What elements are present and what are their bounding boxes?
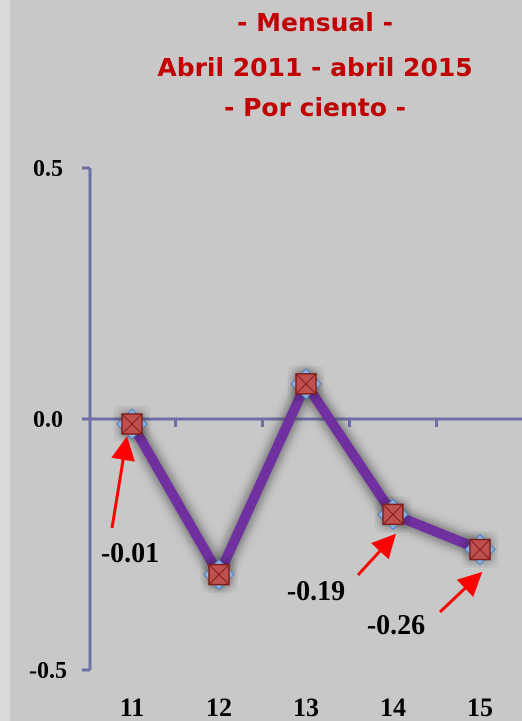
data-label-arrow [110, 436, 135, 529]
x-tick-label: 14 [380, 693, 406, 721]
data-point-bevel [382, 504, 404, 525]
data-label-arrow [356, 533, 397, 577]
data-label: -0.26 [367, 610, 425, 641]
chart-title-line-2: Abril 2011 - abril 2015 [157, 53, 473, 82]
chart-title-line-3: - Por ciento - [224, 93, 406, 122]
x-tick-label: 13 [293, 693, 319, 721]
data-point [377, 498, 409, 531]
data-point [464, 533, 496, 566]
data-point-bevel [295, 373, 317, 395]
data-point [116, 408, 148, 440]
data-label: -0.19 [287, 576, 345, 607]
x-tick-label: 11 [120, 693, 145, 721]
x-tick-label: 12 [206, 693, 232, 721]
data-point-bevel [469, 539, 491, 560]
data-point [203, 558, 235, 591]
data-label-arrow [438, 571, 483, 614]
data-point [290, 368, 322, 400]
series-line [127, 378, 482, 580]
series-line-glow [125, 367, 483, 593]
x-tick-label: 15 [467, 693, 493, 721]
y-tick-label: 0.5 [33, 156, 63, 182]
data-point-bevel [208, 564, 230, 585]
chart-title-line-1: - Mensual - [237, 8, 393, 37]
data-label: -0.01 [101, 538, 159, 569]
data-point-bevel [121, 413, 143, 435]
y-tick-label: 0.0 [33, 407, 63, 433]
y-tick-label: -0.5 [29, 658, 67, 684]
left-strip [0, 0, 10, 721]
